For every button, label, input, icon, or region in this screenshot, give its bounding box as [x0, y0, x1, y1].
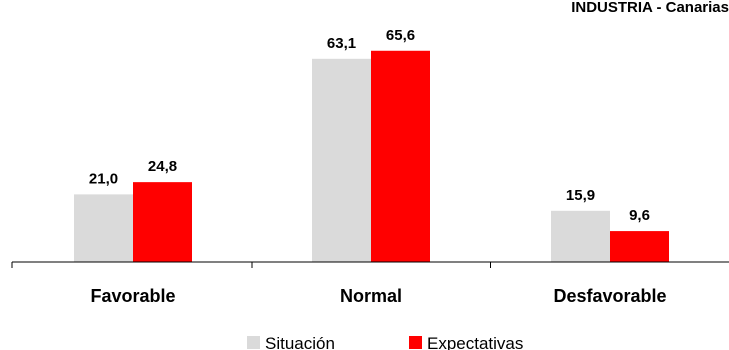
data-label: 15,9 [566, 187, 595, 204]
bar-situacion-desfavorable [551, 210, 610, 262]
legend-swatch [247, 336, 260, 349]
bar-expectativas-favorable [133, 182, 192, 262]
legend-swatch [409, 336, 422, 349]
bars-layer [74, 50, 669, 263]
data-label: 21,0 [89, 170, 118, 187]
data-label: 24,8 [148, 158, 177, 175]
data-labels-layer: 21,0 63,1 15,9 24,8 65,6 9,6 [89, 27, 650, 224]
data-label: 9,6 [629, 207, 650, 224]
x-axis: Favorable Normal Desfavorable [11, 261, 729, 306]
category-label: Desfavorable [553, 286, 666, 306]
legend-label: Situación [265, 334, 335, 350]
bar-situacion-normal [312, 58, 371, 263]
chart-title: INDUSTRIA - Canarias [571, 0, 729, 16]
category-label: Favorable [90, 286, 175, 306]
bar-situacion-favorable [74, 194, 133, 262]
category-label: Normal [340, 286, 402, 306]
legend: Situación Expectativas [247, 334, 523, 350]
bar-expectativas-normal [371, 50, 430, 262]
legend-label: Expectativas [427, 334, 523, 350]
data-label: 65,6 [386, 27, 415, 44]
data-label: 63,1 [327, 35, 356, 52]
bar-expectativas-desfavorable [610, 231, 669, 262]
